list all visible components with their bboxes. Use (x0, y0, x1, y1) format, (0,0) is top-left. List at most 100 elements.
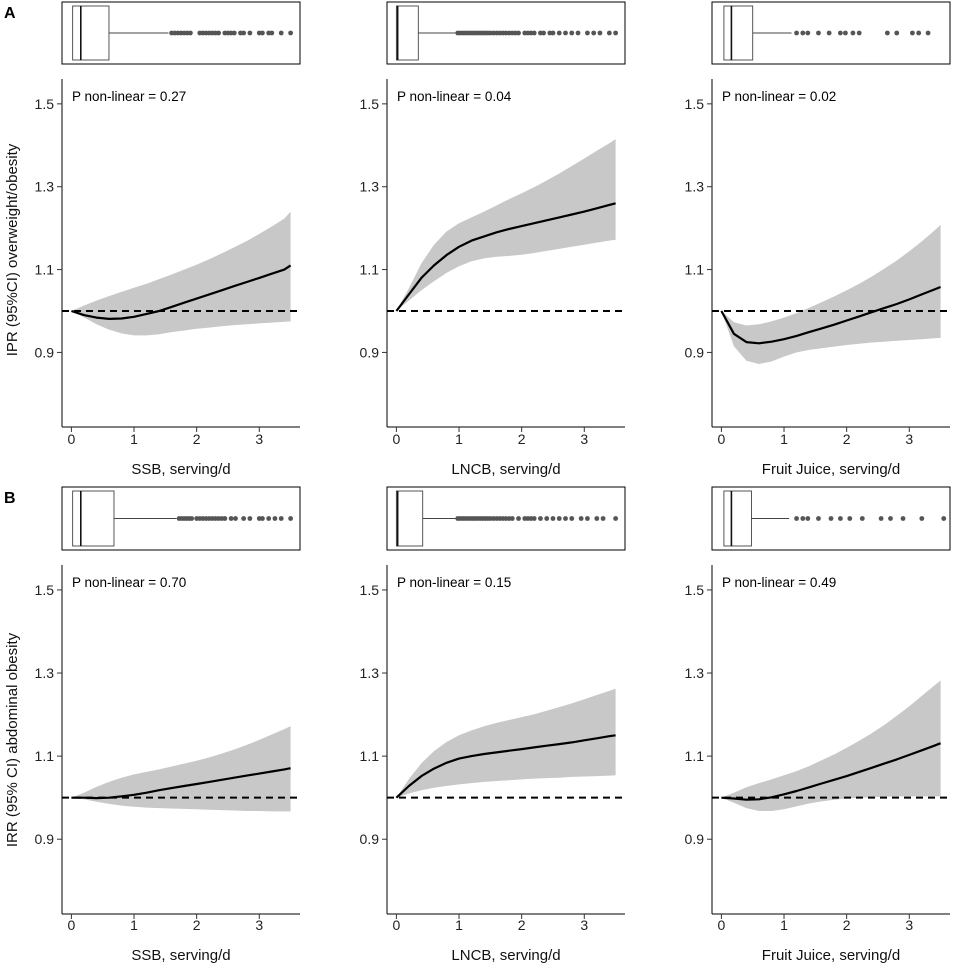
y-tick-label: 0.9 (685, 344, 705, 360)
outlier-point (563, 516, 568, 521)
y-tick-label: 1.1 (360, 262, 380, 278)
p-nonlinear-annotation: P non-linear = 0.49 (722, 575, 836, 590)
y-tick-label: 1.5 (35, 582, 55, 598)
estimate-curve (395, 202, 616, 312)
y-tick-label: 0.9 (360, 831, 380, 847)
outlier-point (247, 30, 253, 36)
box-plot (711, 1, 951, 65)
x-tick-label: 0 (392, 431, 400, 447)
outlier-point (816, 516, 821, 521)
outlier-point (941, 516, 947, 521)
outlier-point (563, 30, 568, 36)
x-axis-title: Fruit Juice, serving/d (762, 461, 900, 478)
y-tick-label: 1.5 (685, 96, 705, 112)
x-axis-title: LNCB, serving/d (451, 947, 560, 964)
y-tick-label: 1.1 (35, 262, 55, 278)
x-tick-label: 0 (67, 917, 75, 933)
outlier-point (600, 516, 606, 521)
outlier-point (247, 516, 253, 521)
outlier-point (894, 30, 900, 36)
y-axis-title: IRR (95% CI) abdominal obesity (4, 632, 21, 847)
spline-plot: 0.9 1.1 1.3 1.5 0 1 2 3 P non-linear = 0.15 (360, 565, 625, 933)
outlier-point (575, 30, 581, 36)
box-plot (386, 486, 626, 551)
box-plot-frame (386, 1, 626, 65)
box-plot-frame (711, 1, 951, 65)
outlier-point (550, 516, 556, 521)
outlier-point (241, 516, 247, 521)
subplot-2: 0.9 1.1 1.3 1.5 0 1 2 3 P non-linear = 0.15 LNCB,… (360, 486, 626, 964)
spline-plot: 0.9 1.1 1.3 1.5 0 1 2 3 P non-linear = 0.70 (35, 565, 300, 933)
x-tick-label: 1 (455, 917, 463, 933)
outlier-point (850, 30, 856, 36)
outlier-point (189, 516, 195, 521)
outlier-point (585, 516, 590, 521)
y-tick-label: 1.1 (685, 262, 705, 278)
outlier-point (544, 516, 550, 521)
outlier-point (837, 30, 843, 36)
panel-letter: B (4, 490, 16, 507)
y-tick-label: 1.1 (685, 748, 705, 764)
box-iqr (395, 490, 424, 547)
box-plot-frame (386, 486, 626, 551)
estimate-curve (720, 285, 942, 345)
spline-plot: 0.9 1.1 1.3 1.5 0 1 2 3 P non-linear = 0.49 (685, 565, 950, 933)
outlier-point (847, 516, 853, 521)
x-tick-label: 1 (780, 917, 788, 933)
y-tick-label: 1.3 (360, 665, 380, 681)
box-iqr (72, 5, 110, 61)
subplot-3: 0.9 1.1 1.3 1.5 0 1 2 3 P non-linear = 0.02 Fruit… (685, 1, 951, 478)
panel-b: B IRR (95% CI) abdominal obesity 0.9 1.1 1.3… (4, 486, 951, 964)
outlier-point (272, 516, 278, 521)
box-plot (386, 1, 626, 65)
outlier-point (859, 516, 865, 521)
x-axis-title: Fruit Juice, serving/d (762, 947, 900, 964)
p-nonlinear-annotation: P non-linear = 0.15 (397, 575, 511, 590)
outlier-point (278, 30, 284, 36)
outlier-point (837, 516, 843, 521)
outlier-point (516, 516, 521, 521)
y-tick-label: 0.9 (685, 831, 705, 847)
x-tick-label: 2 (193, 431, 201, 447)
x-tick-label: 1 (455, 431, 463, 447)
box-iqr (395, 5, 419, 61)
confidence-band (721, 680, 941, 811)
outlier-point (900, 516, 906, 521)
outlier-point (800, 30, 806, 36)
p-nonlinear-annotation: P non-linear = 0.70 (72, 575, 186, 590)
outlier-point (816, 30, 821, 36)
outlier-point (269, 30, 275, 36)
outlier-point (856, 30, 862, 36)
outlier-point (828, 516, 834, 521)
outlier-point (794, 516, 799, 521)
outlier-point (288, 516, 294, 521)
subplot-1: 0.9 1.1 1.3 1.5 0 1 2 3 P non-linear = 0.70 SSB, … (35, 486, 301, 964)
outlier-point (516, 30, 521, 36)
x-tick-label: 2 (193, 917, 201, 933)
box-iqr (723, 5, 754, 61)
confidence-band (71, 726, 291, 812)
y-axis-title: IPR (95%CI) overweight/obesity (4, 143, 21, 356)
outlier-point (613, 30, 619, 36)
estimate-curve (395, 734, 616, 799)
y-tick-label: 1.5 (360, 582, 380, 598)
outlier-point (805, 516, 811, 521)
subplot-3: 0.9 1.1 1.3 1.5 0 1 2 3 P non-linear = 0.49 Fruit… (685, 486, 951, 964)
y-tick-label: 0.9 (360, 344, 380, 360)
box-plot (711, 486, 951, 551)
y-tick-label: 1.3 (35, 179, 55, 195)
x-tick-label: 3 (905, 431, 913, 447)
outlier-point (800, 516, 806, 521)
x-tick-label: 3 (905, 917, 913, 933)
p-nonlinear-annotation: P non-linear = 0.27 (72, 89, 186, 104)
outlier-point (794, 30, 799, 36)
y-tick-label: 1.3 (685, 179, 705, 195)
x-tick-label: 0 (392, 917, 400, 933)
y-tick-label: 1.1 (360, 748, 380, 764)
x-tick-label: 2 (518, 917, 526, 933)
outlier-point (925, 30, 931, 36)
outlier-point (594, 516, 600, 521)
outlier-point (613, 516, 619, 521)
outlier-point (591, 30, 597, 36)
